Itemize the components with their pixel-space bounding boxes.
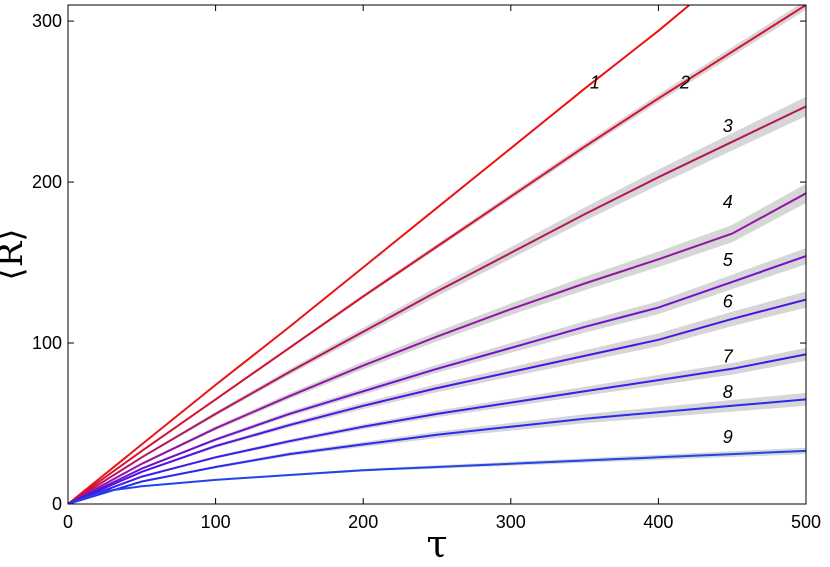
curve-label-8: 8 <box>723 382 733 402</box>
x-tick-label: 200 <box>348 512 378 532</box>
series-4-line <box>68 192 806 504</box>
curve-label-4: 4 <box>723 192 733 212</box>
series-6-band <box>68 291 806 504</box>
series-5-line <box>68 255 806 504</box>
curve-label-7: 7 <box>723 346 734 366</box>
curve-label-1: 1 <box>590 73 600 93</box>
x-tick-label: 300 <box>496 512 526 532</box>
curve-labels: 1 2 3 4 5 6 7 8 9 <box>590 73 734 447</box>
series-8-band <box>68 392 806 504</box>
series-lines <box>68 5 806 504</box>
curve-label-6: 6 <box>723 292 734 312</box>
series-3-line <box>68 105 806 504</box>
series-6-line <box>68 298 806 504</box>
curve-label-5: 5 <box>723 250 734 270</box>
curve-label-9: 9 <box>723 427 733 447</box>
x-tick-label: 0 <box>63 512 73 532</box>
series-7-band <box>68 347 806 504</box>
series-5-band <box>68 248 806 504</box>
x-tick-label: 500 <box>791 512 821 532</box>
y-tick-label: 0 <box>52 494 62 514</box>
curve-label-2: 2 <box>679 73 690 93</box>
y-tick-label: 100 <box>32 333 62 353</box>
series-7-line <box>68 353 806 504</box>
series-1-line <box>68 5 691 504</box>
x-tick-label: 400 <box>643 512 673 532</box>
axis-ticks: 0 100 200 300 400 500 0 100 200 300 <box>32 5 821 532</box>
curve-label-3: 3 <box>723 116 733 136</box>
series-8-line <box>68 398 806 504</box>
plot-frame <box>67 4 807 505</box>
x-axis-title: τ <box>426 522 447 566</box>
series-9-line <box>68 449 806 504</box>
x-tick-label: 100 <box>201 512 231 532</box>
series-2-band <box>68 5 806 504</box>
series-2-line <box>68 5 806 504</box>
y-tick-label: 200 <box>32 172 62 192</box>
y-axis-title: ⟨R⟩ <box>0 228 31 280</box>
y-tick-label: 300 <box>32 11 62 31</box>
series-3-band <box>68 96 806 504</box>
